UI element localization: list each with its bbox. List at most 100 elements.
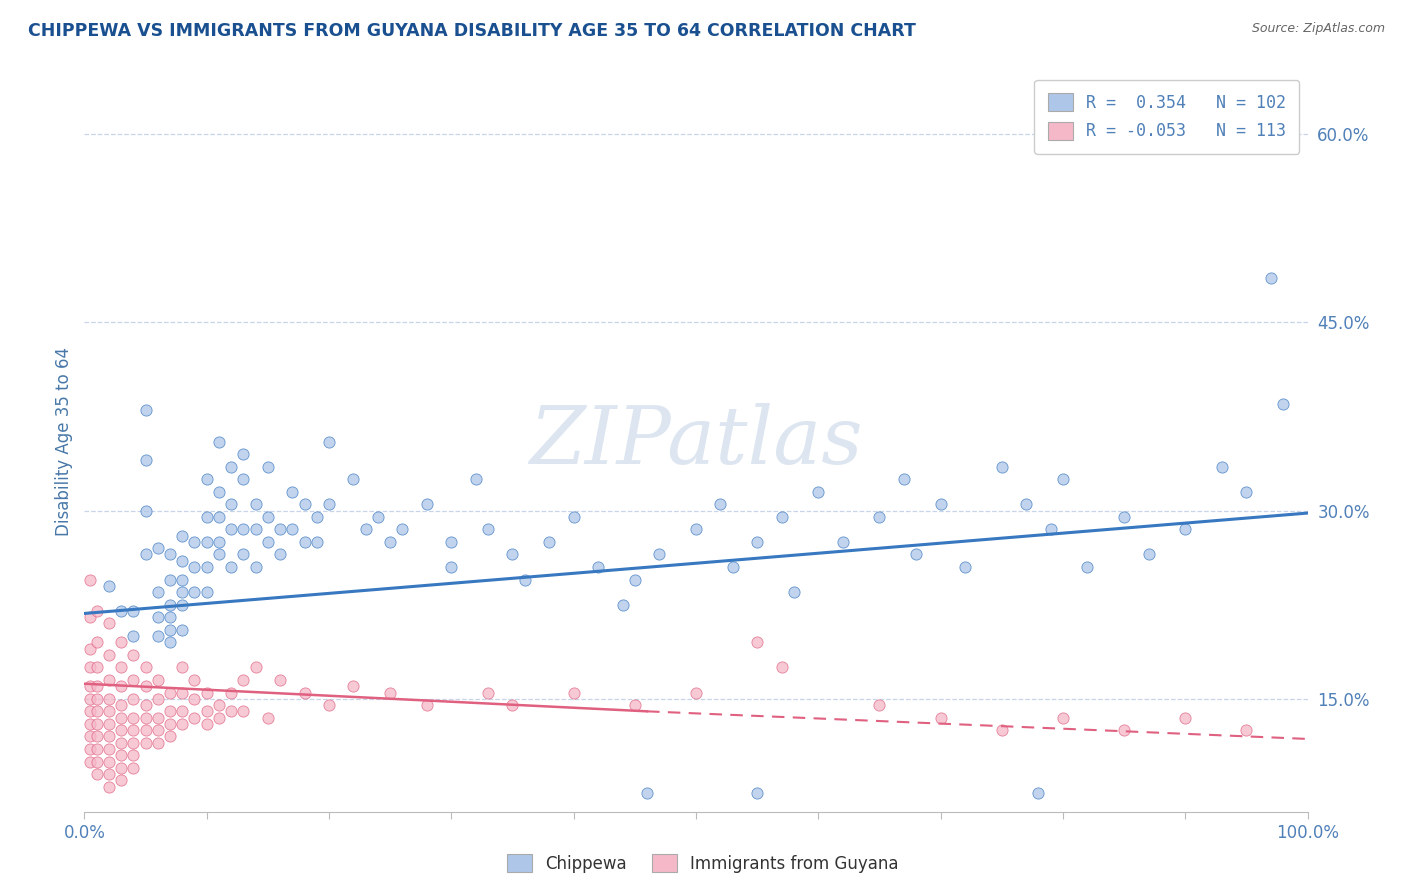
Point — [97, 780, 120, 794]
Point — [624, 573, 647, 587]
Point — [648, 548, 671, 562]
Point — [159, 717, 181, 731]
Point — [135, 548, 157, 562]
Point — [159, 573, 181, 587]
Point — [159, 610, 181, 624]
Point — [97, 717, 120, 731]
Point — [232, 447, 254, 461]
Point — [869, 698, 891, 712]
Point — [502, 698, 524, 712]
Point — [86, 717, 108, 731]
Point — [79, 755, 101, 769]
Point — [208, 698, 231, 712]
Point — [110, 723, 132, 738]
Point — [1174, 522, 1197, 536]
Point — [416, 698, 439, 712]
Point — [195, 535, 218, 549]
Point — [195, 585, 218, 599]
Point — [440, 560, 463, 574]
Point — [97, 767, 120, 781]
Point — [86, 755, 108, 769]
Point — [110, 773, 132, 788]
Point — [257, 535, 280, 549]
Point — [1052, 710, 1074, 724]
Point — [159, 685, 181, 699]
Point — [219, 685, 242, 699]
Point — [86, 635, 108, 649]
Point — [183, 560, 205, 574]
Point — [318, 434, 340, 449]
Point — [770, 660, 793, 674]
Point — [869, 509, 891, 524]
Point — [219, 704, 242, 718]
Point — [219, 497, 242, 511]
Point — [440, 535, 463, 549]
Point — [110, 761, 132, 775]
Point — [929, 497, 952, 511]
Point — [172, 598, 194, 612]
Point — [1052, 472, 1074, 486]
Point — [97, 704, 120, 718]
Point — [305, 509, 328, 524]
Point — [159, 704, 181, 718]
Point — [685, 685, 707, 699]
Point — [110, 660, 132, 674]
Point — [208, 484, 231, 499]
Point — [294, 497, 316, 511]
Point — [513, 573, 536, 587]
Point — [1236, 723, 1258, 738]
Point — [79, 573, 101, 587]
Point — [612, 598, 634, 612]
Point — [905, 548, 928, 562]
Point — [86, 767, 108, 781]
Point — [86, 742, 108, 756]
Point — [79, 610, 101, 624]
Y-axis label: Disability Age 35 to 64: Disability Age 35 to 64 — [55, 347, 73, 536]
Point — [1076, 560, 1098, 574]
Point — [172, 585, 194, 599]
Point — [502, 548, 524, 562]
Point — [146, 610, 169, 624]
Point — [110, 710, 132, 724]
Point — [122, 691, 145, 706]
Point — [269, 522, 291, 536]
Point — [562, 509, 585, 524]
Point — [342, 679, 364, 693]
Point — [991, 723, 1014, 738]
Point — [86, 660, 108, 674]
Point — [79, 660, 101, 674]
Point — [183, 535, 205, 549]
Point — [79, 704, 101, 718]
Point — [257, 459, 280, 474]
Point — [208, 509, 231, 524]
Point — [110, 736, 132, 750]
Point — [477, 522, 499, 536]
Point — [97, 673, 120, 687]
Point — [929, 710, 952, 724]
Point — [122, 723, 145, 738]
Point — [195, 717, 218, 731]
Point — [172, 529, 194, 543]
Point — [367, 509, 389, 524]
Point — [1236, 484, 1258, 499]
Point — [831, 535, 853, 549]
Point — [110, 748, 132, 763]
Point — [159, 548, 181, 562]
Point — [219, 459, 242, 474]
Point — [79, 691, 101, 706]
Point — [1260, 271, 1282, 285]
Text: CHIPPEWA VS IMMIGRANTS FROM GUYANA DISABILITY AGE 35 TO 64 CORRELATION CHART: CHIPPEWA VS IMMIGRANTS FROM GUYANA DISAB… — [28, 22, 915, 40]
Point — [747, 786, 769, 800]
Point — [110, 698, 132, 712]
Point — [97, 742, 120, 756]
Point — [97, 579, 120, 593]
Point — [172, 573, 194, 587]
Point — [146, 585, 169, 599]
Point — [146, 691, 169, 706]
Point — [464, 472, 486, 486]
Point — [219, 560, 242, 574]
Point — [1015, 497, 1038, 511]
Point — [86, 604, 108, 618]
Point — [122, 673, 145, 687]
Point — [86, 730, 108, 744]
